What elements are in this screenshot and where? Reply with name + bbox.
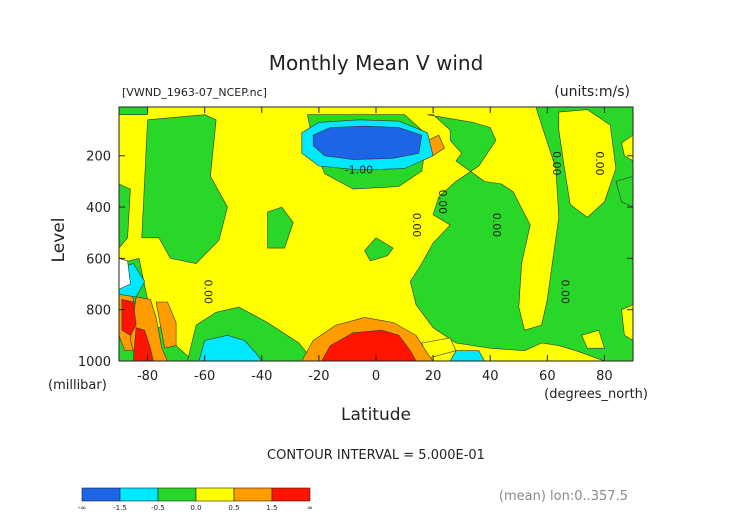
contour-region-28 — [449, 350, 485, 361]
contour-region-25 — [312, 125, 423, 160]
contour-region-29 — [119, 258, 131, 290]
contour-label-1: 0.00 — [410, 213, 423, 238]
plot-area — [119, 107, 633, 361]
y-tick-label: 600 — [86, 252, 111, 267]
colorbar-label-6: ∞ — [307, 504, 313, 512]
y-tick-label: 200 — [86, 150, 111, 165]
colorbar-bin-0 — [81, 487, 121, 502]
y-axis: 200 400 600 800 1000 — [78, 150, 633, 370]
colorbar-label-4: 0.5 — [228, 504, 239, 512]
contour-labels: -1.00 0.00 0.00 0.00 0.00 0.00 0.00 0.00 — [202, 151, 606, 304]
x-axis: -80 -60 -40 -20 0 20 40 60 80 — [137, 107, 613, 384]
contour-region-7 — [267, 206, 294, 249]
chart-title: Monthly Mean V wind — [269, 51, 484, 75]
colorbar-bin-3 — [195, 487, 235, 502]
y-axis-label: Level — [49, 218, 69, 263]
contour-region-15 — [581, 329, 605, 349]
contour-label-4: 0.00 — [550, 151, 563, 176]
chart-subtitle-left: [VWND_1963-07_NCEP.nc] — [122, 86, 267, 99]
x-tick-label: 40 — [482, 369, 499, 384]
colorbar-bin-1 — [119, 487, 159, 502]
colorbar-label-2: -0.5 — [151, 504, 165, 512]
contour-region-11 — [558, 109, 617, 218]
colorbar-label-3: 0.0 — [190, 504, 201, 512]
contour-label-7: 0.00 — [202, 279, 215, 304]
x-axis-label: Latitude — [341, 405, 411, 425]
contour-region-19 — [155, 301, 177, 349]
chart-units: (units:m/s) — [554, 84, 630, 100]
y-tick-label: 1000 — [78, 355, 111, 370]
x-axis-units: (degrees_north) — [544, 387, 648, 402]
contour-label-6: 0.00 — [559, 279, 572, 304]
footer-mean-lon: (mean) lon:0..357.5 — [499, 489, 628, 504]
contour-region-22 — [132, 327, 154, 361]
x-tick-label: -60 — [194, 369, 215, 384]
contour-region-1 — [119, 107, 148, 115]
colorbar-bin-4 — [233, 487, 273, 502]
contour-region-27 — [198, 334, 263, 361]
colorbar: -∞ -1.5 -0.5 0.0 0.5 1.5 ∞ — [78, 487, 313, 512]
contour-region-13 — [621, 304, 633, 341]
x-tick-label: -20 — [308, 369, 329, 384]
contour-fields — [119, 107, 633, 361]
contour-region-5 — [141, 114, 228, 264]
x-tick-label: -80 — [137, 369, 158, 384]
y-tick-label: 400 — [86, 201, 111, 216]
colorbar-bin-5 — [271, 487, 311, 502]
x-tick-label: 0 — [372, 369, 380, 384]
contour-label-3: 0.00 — [490, 213, 503, 238]
contour-region-10 — [615, 175, 633, 208]
contour-region-23 — [321, 329, 417, 361]
contour-region-2 — [119, 183, 131, 249]
contour-region-8 — [364, 237, 394, 262]
x-tick-label: -40 — [251, 369, 272, 384]
contour-label-0: -1.00 — [345, 164, 373, 177]
x-tick-label: 60 — [539, 369, 556, 384]
contour-interval-text: CONTOUR INTERVAL = 5.000E-01 — [267, 448, 485, 463]
colorbar-bin-2 — [157, 487, 197, 502]
contour-label-2: 0.00 — [436, 190, 449, 215]
contour-region-12 — [621, 134, 633, 162]
colorbar-label-1: -1.5 — [113, 504, 127, 512]
y-tick-label: 800 — [86, 304, 111, 319]
colorbar-label-0: -∞ — [78, 504, 86, 512]
y-axis-units: (millibar) — [48, 378, 107, 393]
contour-label-5: 0.00 — [593, 151, 606, 176]
colorbar-label-5: 1.5 — [266, 504, 277, 512]
x-tick-label: 80 — [596, 369, 613, 384]
x-tick-label: 20 — [425, 369, 442, 384]
contour-region-21 — [121, 299, 137, 336]
